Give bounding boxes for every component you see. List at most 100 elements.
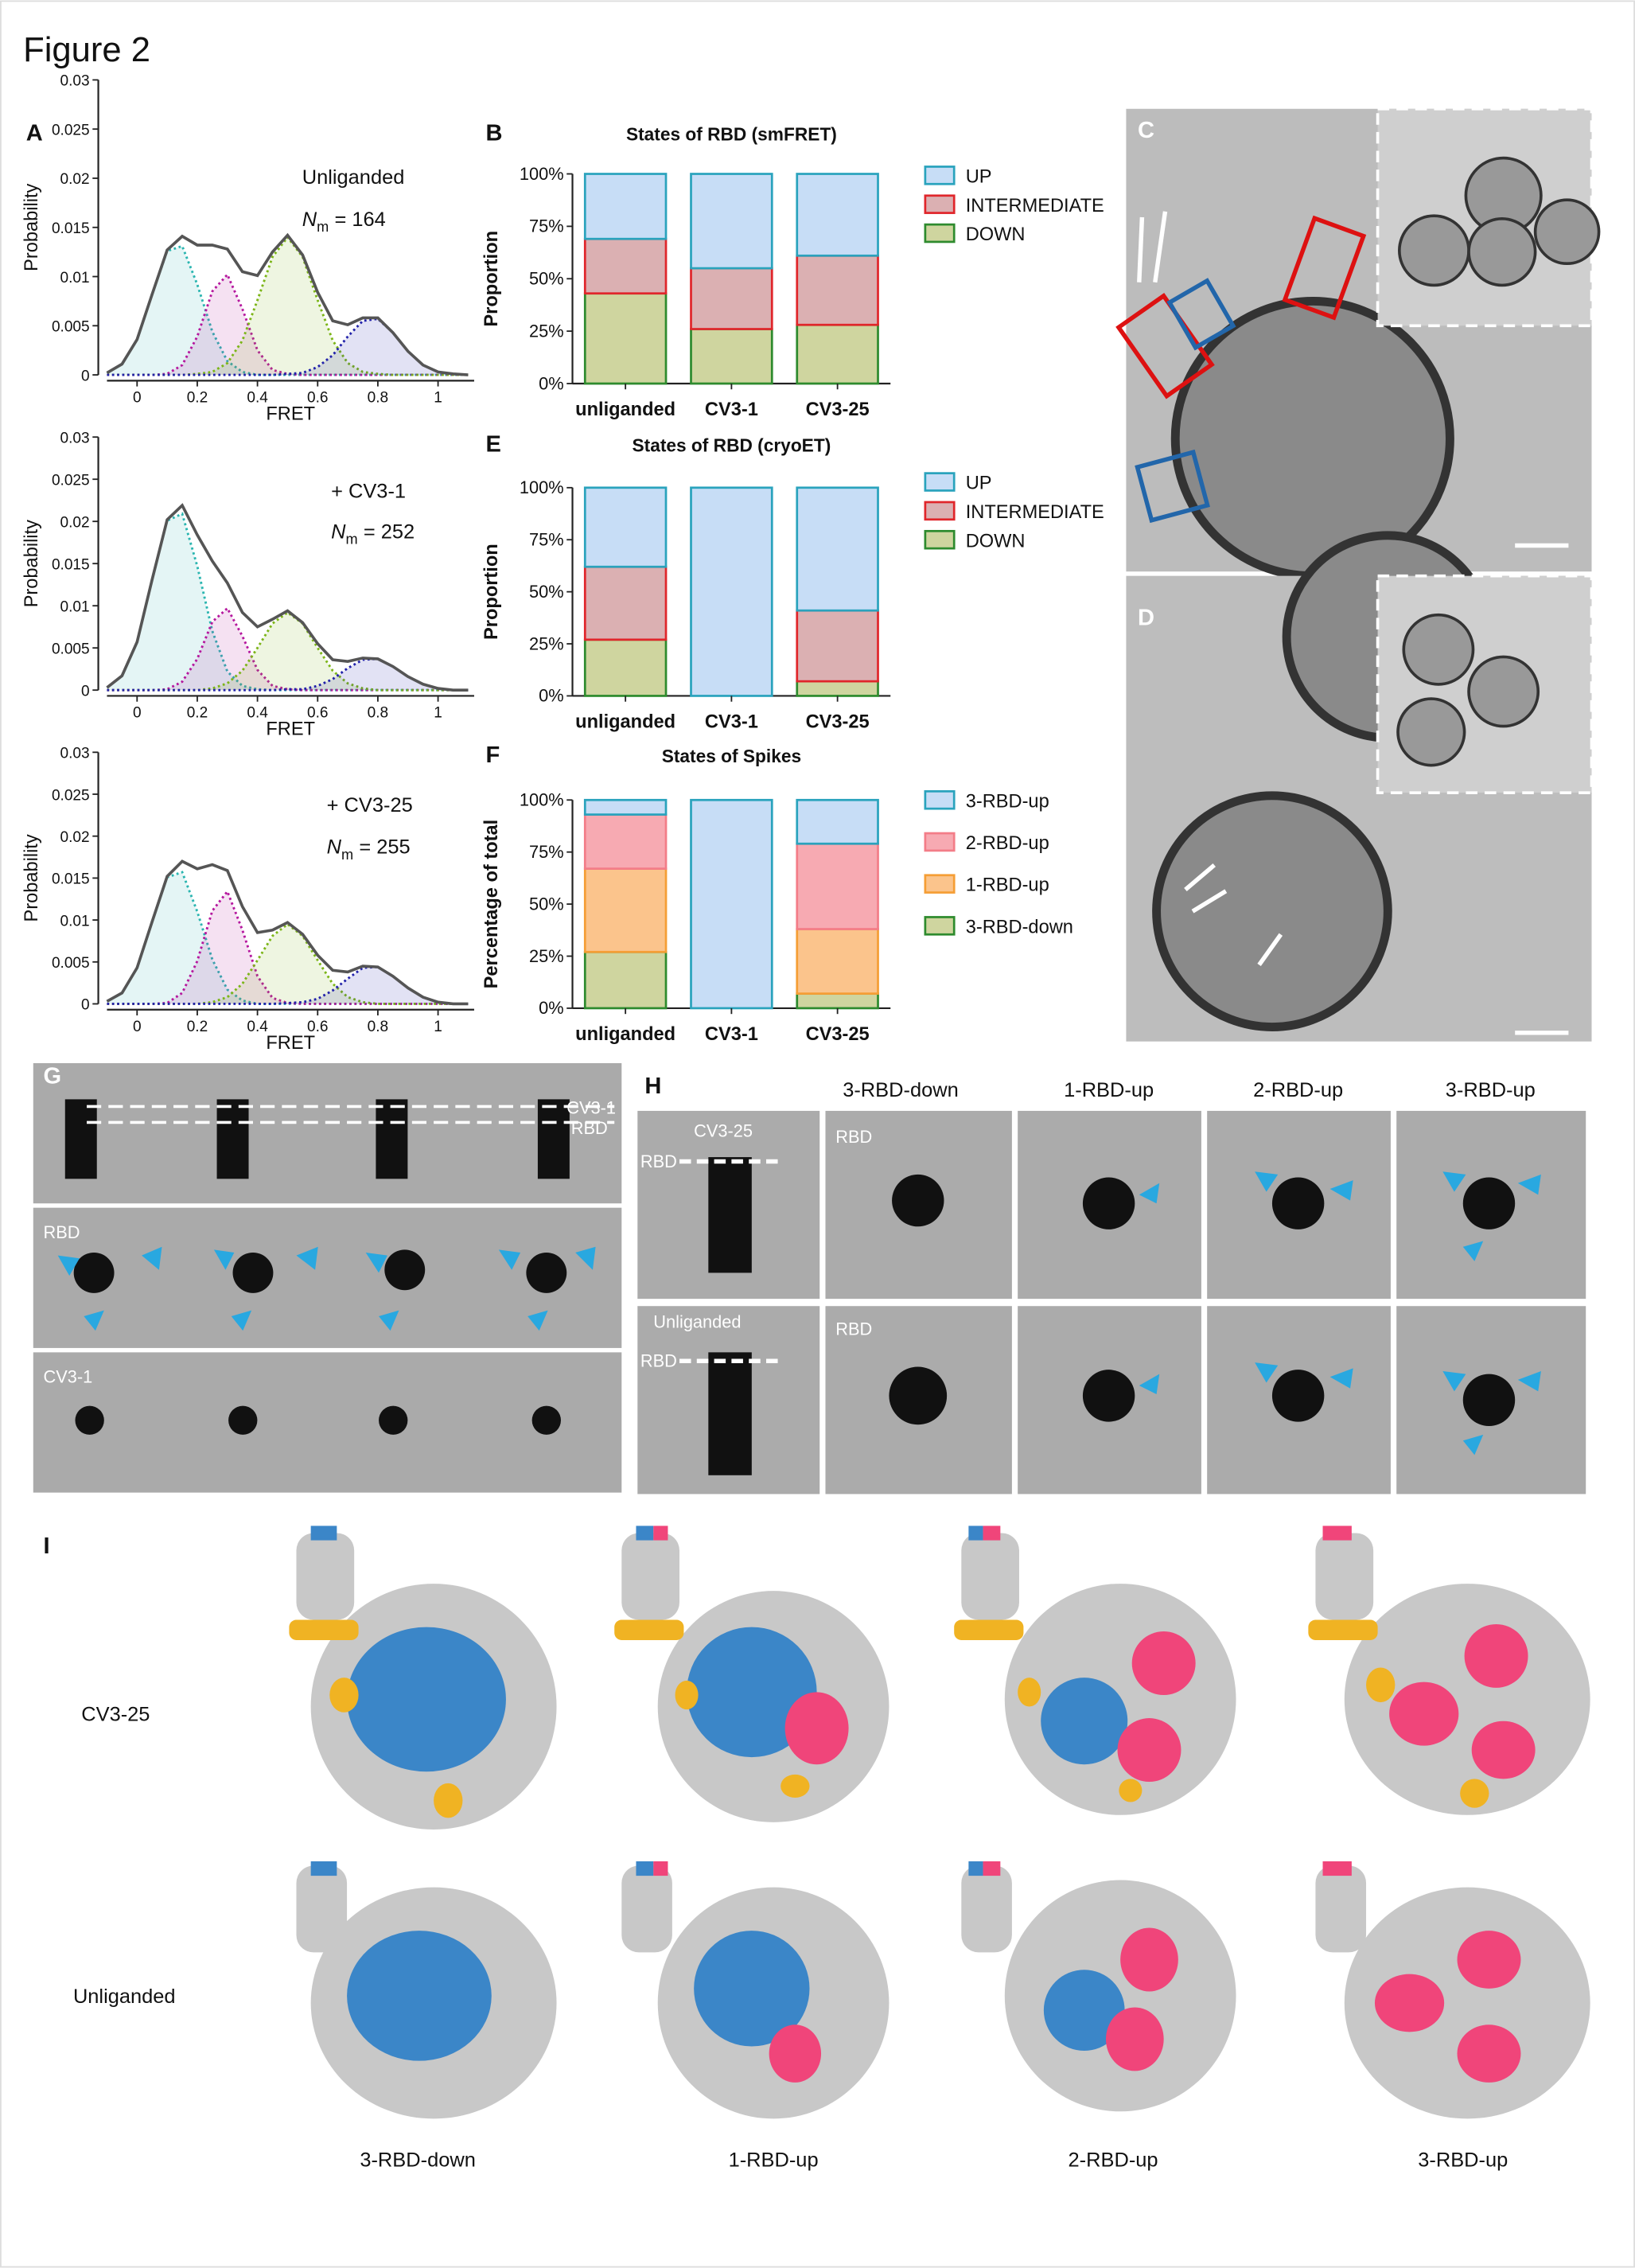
y-axis-label: Probability bbox=[21, 520, 42, 607]
y-axis-label: Probability bbox=[21, 834, 42, 922]
x-axis-label: FRET bbox=[266, 403, 315, 424]
bar-segment bbox=[796, 254, 879, 326]
panel-h-images bbox=[637, 1110, 1586, 1494]
y-tick-label: 0.025 bbox=[52, 787, 90, 804]
n-subscript: m bbox=[341, 847, 353, 863]
y-tick-label: 0.01 bbox=[60, 270, 90, 286]
y-tick-label: 75% bbox=[529, 529, 564, 549]
x-tick-label: CV3-1 bbox=[705, 1024, 758, 1045]
y-tick-label: 50% bbox=[529, 582, 564, 602]
area bbox=[107, 891, 469, 1004]
legend-label: 2-RBD-up bbox=[966, 833, 1049, 854]
legend-label: 3-RBD-down bbox=[966, 917, 1073, 937]
y-tick-label: 100% bbox=[520, 164, 564, 184]
y-tick-label: 100% bbox=[520, 790, 564, 810]
legend-label: INTERMEDIATE bbox=[966, 196, 1104, 216]
i-column-label: 3-RBD-up bbox=[1418, 2149, 1508, 2171]
legend-swatch bbox=[924, 874, 956, 894]
x-tick-label: 0.2 bbox=[187, 1019, 208, 1035]
n-label: Nm = 252 bbox=[331, 520, 415, 547]
panel-letter: E bbox=[486, 431, 501, 457]
y-tick-label: 0.015 bbox=[52, 220, 90, 237]
panel-i-maps bbox=[289, 1526, 1590, 2119]
h-top-label: RBD bbox=[835, 1127, 872, 1147]
bar-segment bbox=[583, 237, 668, 295]
y-tick-label: 25% bbox=[529, 946, 564, 966]
bar-segment bbox=[796, 928, 879, 995]
legend-label: UP bbox=[966, 166, 992, 187]
figure-title: Figure 2 bbox=[23, 31, 150, 69]
x-tick-label: CV3-25 bbox=[806, 1024, 870, 1045]
fit-line bbox=[106, 503, 469, 692]
legend-label: DOWN bbox=[966, 531, 1026, 551]
y-tick-label: 0% bbox=[539, 373, 564, 393]
x-tick-label: 0.8 bbox=[368, 390, 389, 407]
bar-segment bbox=[583, 486, 668, 568]
bar-segment bbox=[796, 798, 879, 845]
n-symbol: N bbox=[327, 836, 342, 859]
x-tick-label: 1 bbox=[434, 1019, 442, 1035]
h-top-label: RBD bbox=[835, 1319, 872, 1339]
i-row-label: Unliganded bbox=[73, 1985, 176, 2008]
h-row-label: Unliganded bbox=[653, 1311, 741, 1331]
area bbox=[107, 872, 469, 1004]
i-column-label: 2-RBD-up bbox=[1069, 2149, 1158, 2171]
panel-letter: F bbox=[486, 742, 500, 768]
fit-line bbox=[106, 232, 469, 376]
panel-letter: G bbox=[44, 1063, 62, 1089]
x-tick-label: 0.2 bbox=[187, 390, 208, 407]
n-subscript: m bbox=[317, 219, 329, 235]
bar-segment bbox=[690, 267, 773, 330]
x-tick-label: 0.6 bbox=[307, 390, 329, 407]
area bbox=[107, 513, 469, 691]
x-tick-label: 1 bbox=[434, 390, 442, 407]
legend-swatch bbox=[924, 916, 956, 936]
fit-line bbox=[107, 610, 469, 692]
x-axis-label: FRET bbox=[266, 719, 315, 740]
panel-g-images bbox=[33, 1062, 622, 1493]
i-column-label: 1-RBD-up bbox=[729, 2149, 819, 2171]
area bbox=[107, 967, 469, 1004]
bar-segment bbox=[796, 842, 879, 930]
x-tick-label: 0.6 bbox=[307, 705, 329, 722]
bar-segment bbox=[583, 638, 668, 697]
area bbox=[107, 612, 469, 691]
x-tick-label: unliganded bbox=[575, 1024, 675, 1045]
n-text: = 164 bbox=[335, 208, 386, 231]
x-tick-label: 0 bbox=[133, 1019, 142, 1035]
y-axis-label: Proportion bbox=[481, 231, 502, 327]
micrograph-d bbox=[1126, 531, 1594, 1042]
panel-letter: D bbox=[1138, 605, 1154, 630]
h-side-label: RBD bbox=[640, 1351, 677, 1371]
y-tick-label: 0.015 bbox=[52, 871, 90, 888]
area bbox=[107, 237, 469, 376]
annotation: + CV3-25 bbox=[327, 794, 413, 816]
legend-swatch bbox=[924, 166, 956, 185]
h-row-label: CV3-25 bbox=[694, 1121, 753, 1141]
bar-segment bbox=[583, 292, 668, 385]
y-axis-label: Probability bbox=[21, 183, 42, 271]
y-tick-label: 0.01 bbox=[60, 598, 90, 615]
n-text: = 255 bbox=[359, 836, 410, 859]
bar-segment bbox=[690, 328, 773, 385]
y-tick-label: 0.02 bbox=[60, 171, 90, 188]
x-tick-label: CV3-1 bbox=[705, 711, 758, 732]
y-tick-label: 0.02 bbox=[60, 514, 90, 531]
x-tick-label: 0.4 bbox=[247, 1019, 268, 1035]
bar-segment bbox=[583, 867, 668, 953]
y-tick-label: 0.025 bbox=[52, 472, 90, 489]
bar-segment bbox=[583, 798, 668, 816]
y-tick-label: 0.005 bbox=[52, 955, 90, 972]
x-tick-label: 0.4 bbox=[247, 705, 268, 722]
x-tick-label: CV3-25 bbox=[806, 399, 870, 420]
annotation: + CV3-1 bbox=[331, 481, 406, 503]
bar-segment bbox=[690, 798, 773, 1010]
y-tick-label: 0.005 bbox=[52, 319, 90, 336]
legend-swatch bbox=[924, 194, 956, 214]
n-label: Nm = 164 bbox=[302, 208, 386, 235]
x-tick-label: CV3-1 bbox=[705, 399, 758, 420]
x-tick-label: unliganded bbox=[575, 399, 675, 420]
y-tick-label: 0% bbox=[539, 998, 564, 1018]
h-side-label: RBD bbox=[640, 1152, 677, 1171]
